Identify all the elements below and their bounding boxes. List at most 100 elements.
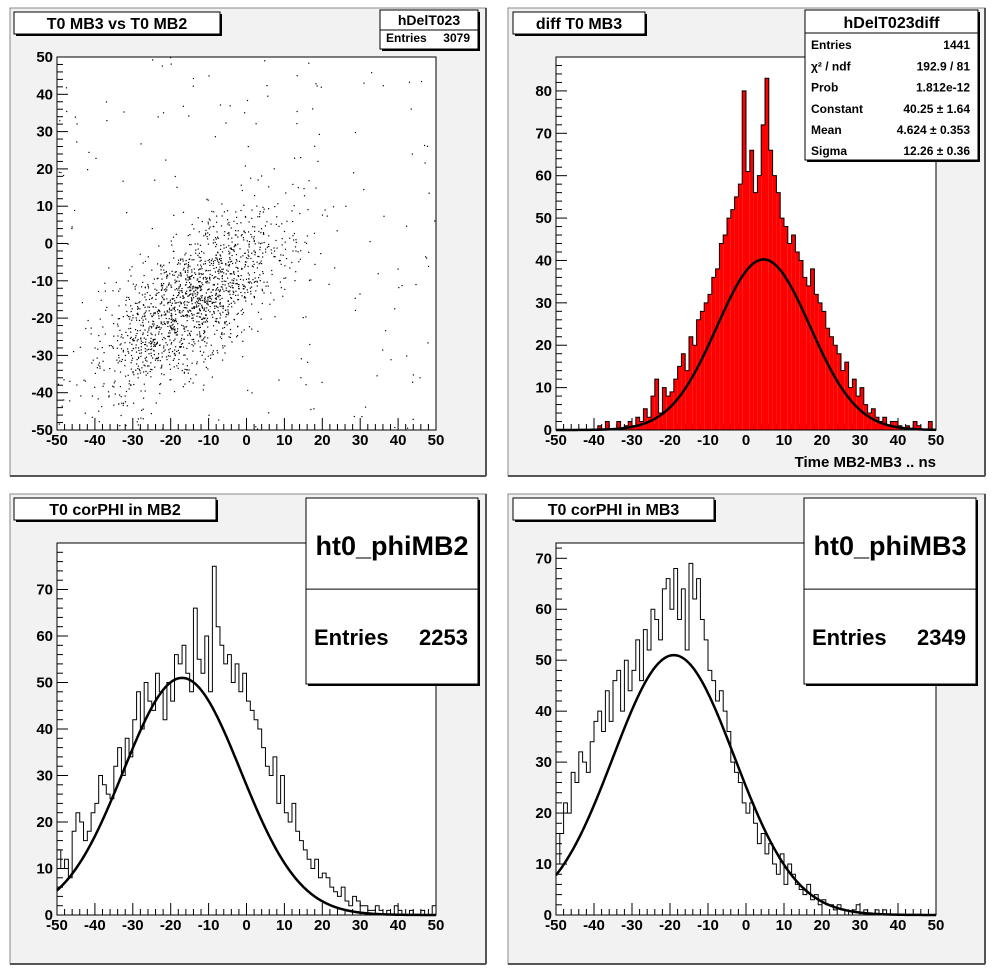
scatter-point xyxy=(262,252,264,254)
scatter-point xyxy=(168,307,171,309)
histogram-bar xyxy=(700,311,705,430)
scatter-point xyxy=(104,282,106,284)
scatter-point xyxy=(274,316,276,318)
histogram-bar xyxy=(829,336,834,430)
scatter-point xyxy=(268,243,270,245)
scatter-point xyxy=(214,276,216,278)
scatter-point xyxy=(221,268,223,270)
scatter-point xyxy=(254,254,256,256)
scatter-point xyxy=(240,310,242,312)
scatter-point xyxy=(98,362,100,364)
scatter-point xyxy=(219,289,221,291)
scatter-point xyxy=(221,286,223,288)
scatter-point xyxy=(231,237,233,239)
scatter-point xyxy=(145,338,147,340)
scatter-point xyxy=(213,267,215,270)
histogram-bar xyxy=(863,404,868,430)
scatter-point xyxy=(230,248,233,250)
scatter-point xyxy=(186,326,188,328)
scatter-point xyxy=(252,226,254,228)
scatter-point xyxy=(161,266,163,268)
scatter-point xyxy=(187,267,189,269)
scatter-point xyxy=(116,340,119,342)
scatter-point xyxy=(203,300,205,302)
x-axis: -50 -40 -30 -20 -10 0 10 20 30 40 50 xyxy=(46,903,444,934)
scatter-point xyxy=(178,352,180,354)
scatter-point xyxy=(150,313,152,315)
scatter-point xyxy=(163,289,165,291)
scatter-point xyxy=(142,333,144,336)
scatter-point xyxy=(177,328,179,330)
scatter-point xyxy=(135,344,137,346)
plot-frame-border xyxy=(555,542,937,916)
scatter-point xyxy=(98,421,100,423)
stats-value: 2253 xyxy=(419,625,468,650)
scatter-point xyxy=(227,300,229,302)
gaussian-fit-curve xyxy=(555,653,937,917)
scatter-point xyxy=(137,357,140,359)
stats-value: 40.25 ± 1.64 xyxy=(903,102,970,116)
scatter-point xyxy=(305,316,307,318)
scatter-point xyxy=(117,335,119,337)
data-layer xyxy=(556,77,937,432)
scatter-point xyxy=(195,295,197,297)
scatter-point xyxy=(242,279,244,281)
scatter-point xyxy=(154,312,156,314)
histogram-bar xyxy=(814,294,819,430)
scatter-point xyxy=(186,314,188,316)
scatter-point xyxy=(174,338,176,340)
scatter-point xyxy=(144,312,146,314)
scatter-point xyxy=(191,307,193,309)
scatter-point xyxy=(229,105,231,107)
scatter-point xyxy=(223,244,225,246)
scatter-point xyxy=(171,270,173,272)
scatter-point xyxy=(237,270,239,272)
scatter-point xyxy=(281,238,283,240)
scatter-point xyxy=(336,230,338,232)
scatter-point xyxy=(151,228,153,230)
scatter-point xyxy=(187,311,189,313)
scatter-point xyxy=(204,321,207,323)
scatter-point xyxy=(242,340,244,342)
scatter-point xyxy=(223,290,225,292)
scatter-point xyxy=(241,313,243,315)
stats-label: Mean xyxy=(811,123,842,137)
scatter-point xyxy=(426,145,429,147)
scatter-point xyxy=(208,288,210,290)
scatter-point xyxy=(170,327,172,329)
scatter-point xyxy=(189,265,191,267)
scatter-point xyxy=(258,242,260,244)
scatter-point xyxy=(219,312,221,314)
histogram-bar xyxy=(765,78,769,430)
scatter-point xyxy=(215,254,217,256)
scatter-point xyxy=(185,293,187,295)
scatter-point xyxy=(229,252,231,254)
scatter-point xyxy=(108,396,110,398)
scatter-point xyxy=(198,252,200,254)
scatter-point xyxy=(178,287,180,289)
scatter-point xyxy=(160,323,162,325)
scatter-point xyxy=(412,418,414,420)
scatter-point xyxy=(125,304,127,306)
scatter-point xyxy=(212,264,214,266)
scatter-point xyxy=(165,342,167,344)
scatter-point xyxy=(195,304,198,306)
scatter-point xyxy=(134,302,136,304)
scatter-point xyxy=(150,376,152,378)
scatter-point xyxy=(147,256,149,258)
scatter-point xyxy=(371,72,373,74)
scatter-point xyxy=(237,294,239,296)
scatter-point xyxy=(137,338,139,341)
scatter-point xyxy=(241,234,243,236)
scatter-point xyxy=(398,287,400,289)
scatter-point xyxy=(307,209,309,211)
scatter-point xyxy=(181,337,183,340)
scatter-point xyxy=(57,383,60,385)
scatter-point xyxy=(154,313,156,315)
scatter-point xyxy=(297,251,299,253)
scatter-point xyxy=(171,316,173,318)
y-tick-label: 10 xyxy=(36,198,53,215)
scatter-point xyxy=(156,342,158,344)
scatter-point xyxy=(152,314,155,316)
scatter-point xyxy=(228,253,230,255)
